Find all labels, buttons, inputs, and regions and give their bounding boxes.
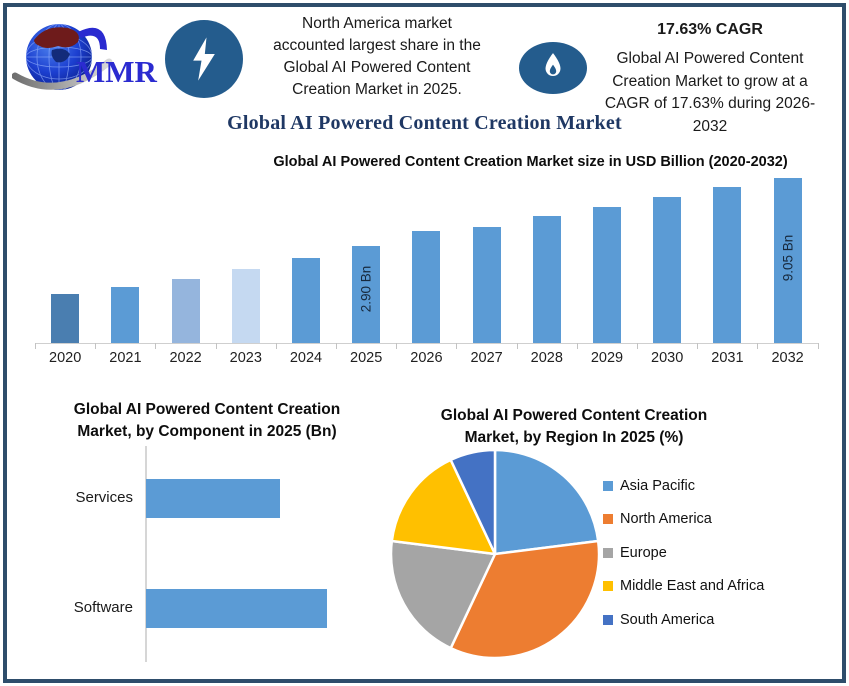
component-chart-title-line: Market, by Component in 2025 (Bn) [77, 422, 337, 440]
x-axis-tick [456, 343, 458, 349]
year-label-2027: 2027 [470, 350, 503, 366]
component-label-software: Software [73, 599, 133, 617]
year-label-2031: 2031 [711, 350, 744, 366]
legend-label-asia-pacific: Asia Pacific [620, 478, 695, 494]
x-axis-tick [155, 343, 157, 349]
flame-badge [519, 42, 587, 94]
cagr-note-line: 2032 [692, 117, 728, 135]
component-chart-title: Global AI Powered Content Creation Marke… [27, 399, 387, 442]
bar-2028 [532, 216, 561, 343]
x-axis-line [35, 343, 819, 344]
legend-label-europe: Europe [620, 544, 667, 561]
bar-2029 [593, 207, 621, 343]
x-axis-tick [336, 343, 337, 349]
header-note: North America market accounted largest s… [243, 13, 511, 101]
year-label-2020: 2020 [49, 350, 82, 366]
component-chart-title-line: Global AI Powered Content Creation [73, 401, 341, 418]
bar-2020 [51, 294, 80, 343]
year-label-2022: 2022 [169, 350, 202, 366]
header-note-line: accounted largest share in the [273, 37, 481, 54]
x-axis-tick [35, 343, 36, 349]
x-axis-tick [516, 343, 518, 349]
legend-item-asia-pacific: Asia Pacific [603, 477, 695, 495]
pie-slice-europe [389, 539, 497, 650]
header-note-line: North America market [302, 15, 452, 32]
bar-2023 [231, 269, 260, 343]
legend-label-north-america: North America [620, 511, 712, 528]
component-bar-services [146, 479, 280, 518]
cagr-note-line: CAGR of 17.63% during 2026- [604, 95, 816, 112]
component-label-services: Services [75, 489, 133, 507]
legend-label-south-america: South America [620, 611, 715, 628]
legend-marker-south-america [603, 614, 613, 625]
legend-item-europe: Europe [603, 544, 667, 562]
logo-swoosh [12, 58, 113, 90]
legend-marker-europe [603, 547, 613, 558]
year-label-2021: 2021 [109, 350, 142, 366]
region-chart-title-line: Global AI Powered Content Creation [440, 407, 708, 424]
bar-2024 [292, 258, 320, 343]
year-label-2024: 2024 [289, 350, 323, 366]
legend-item-middle-east-and-africa: Middle East and Africa [603, 577, 764, 595]
region-pie [389, 448, 601, 660]
logo-swoosh-2 [78, 27, 107, 50]
legend-marker-north-america [603, 514, 613, 525]
bar-2026 [412, 231, 441, 343]
x-axis-tick [275, 343, 277, 349]
region-chart-title: Global AI Powered Content Creation Marke… [398, 405, 750, 448]
year-label-2023: 2023 [229, 350, 262, 366]
legend-marker-asia-pacific [603, 481, 613, 491]
bar-2031 [713, 187, 742, 343]
page-title: Global AI Powered Content Creation Marke… [227, 112, 622, 134]
cagr-block: 17.63% CAGR Global AI Powered Content Cr… [585, 20, 835, 138]
x-axis-tick [697, 343, 699, 349]
bar-2032 [773, 178, 802, 343]
legend-marker-middle-east-and-africa [603, 581, 613, 592]
bar-2022 [171, 279, 200, 343]
x-axis-tick [817, 343, 819, 349]
x-axis-tick [215, 343, 217, 349]
lightning-badge [165, 20, 243, 98]
header-note-line: Creation Market in 2025. [292, 81, 462, 98]
logo-text: MMR [76, 54, 158, 89]
year-label-2029: 2029 [590, 350, 624, 366]
bar-2021 [111, 287, 140, 343]
x-axis-tick [757, 343, 759, 349]
bar-2027 [472, 227, 501, 343]
globe-icon [26, 24, 92, 90]
year-label-2026: 2026 [410, 350, 443, 366]
bar-value-label-2032: 9.05 Bn [780, 234, 796, 282]
pie-slice-middle-east-and-africa [390, 458, 497, 556]
component-bar-chart: Services Software [73, 479, 327, 628]
legend-item-north-america: North America [603, 510, 712, 528]
x-axis-tick [576, 343, 578, 349]
x-axis-tick [637, 343, 638, 349]
market-size-bar-chart: 2020 2021 2022 2023 2024 2025 2.90 Bn 2026 2027 2… [35, 178, 819, 366]
cagr-heading: 17.63% CAGR [657, 21, 763, 38]
header-note-line: Global AI Powered Content [283, 59, 471, 76]
year-label-2028: 2028 [530, 350, 563, 366]
bar-2025 [352, 246, 381, 343]
pie-slice-south-america [449, 448, 497, 556]
year-label-2025: 2025 [350, 350, 383, 366]
region-chart-title-line: Market, by Region In 2025 (%) [464, 428, 684, 446]
year-label-2032: 2032 [771, 350, 804, 366]
cagr-note-line: Creation Market to grow at a [612, 72, 808, 90]
x-axis-tick [95, 343, 97, 349]
lightning-icon [193, 37, 215, 81]
market-size-chart-title: Global AI Powered Content Creation Marke… [273, 154, 788, 170]
x-axis-tick [396, 343, 398, 349]
cagr-note-line: Global AI Powered Content [616, 50, 804, 67]
year-label-2030: 2030 [651, 350, 684, 366]
pie-slice-asia-pacific [493, 448, 600, 556]
mmr-logo: MMR [12, 24, 158, 90]
legend-item-south-america: South America [603, 611, 714, 629]
bar-2030 [653, 197, 682, 343]
legend-label-middle-east-and-africa: Middle East and Africa [620, 578, 765, 595]
flame-icon [545, 53, 561, 76]
component-axis-line [145, 446, 147, 662]
component-bar-software [146, 589, 327, 628]
